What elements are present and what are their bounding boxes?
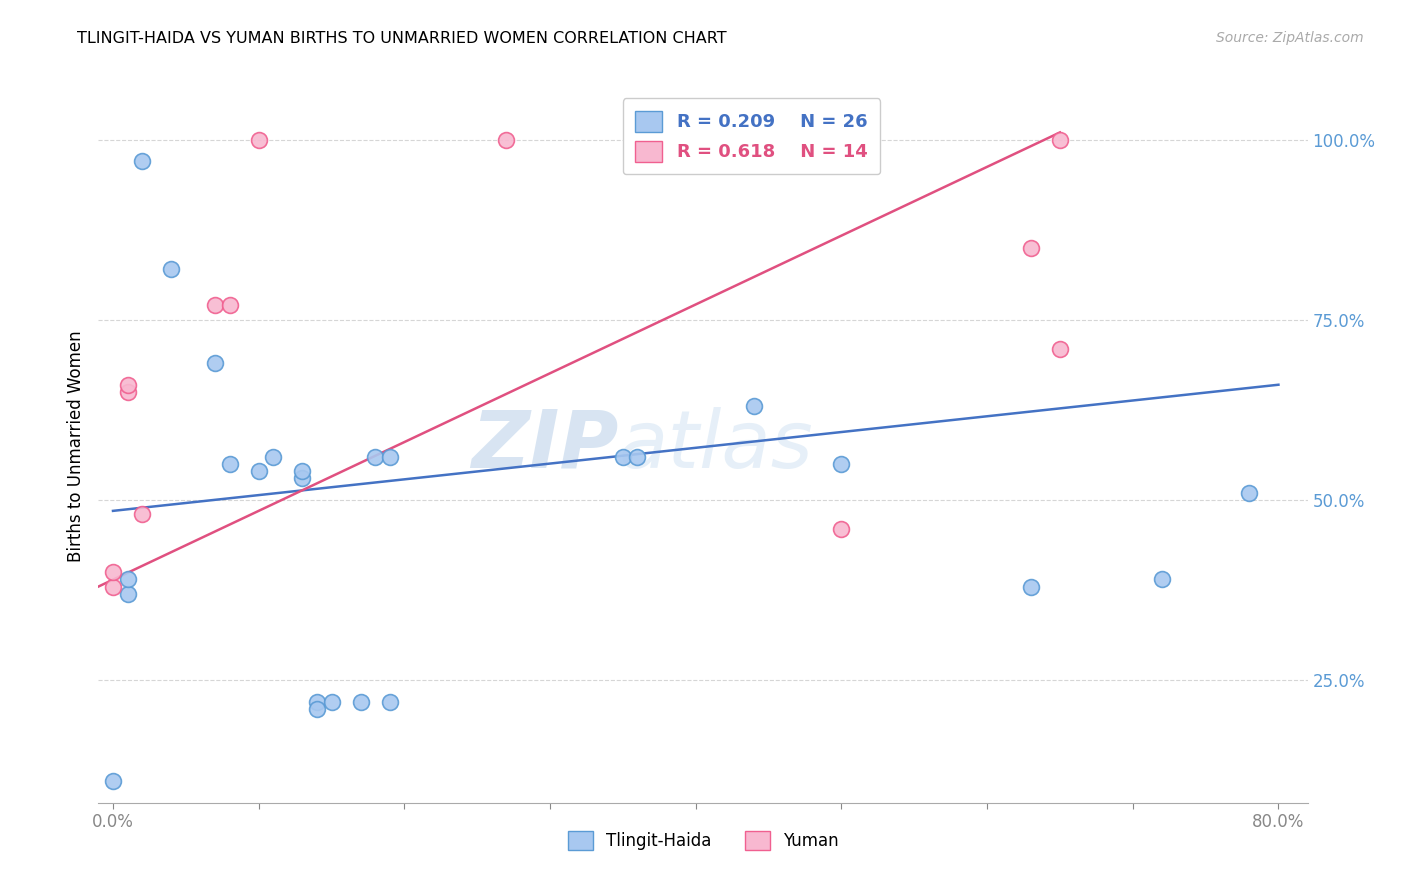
Point: [350, 695, 373, 709]
Point: [247, 464, 270, 478]
Point: [305, 702, 328, 716]
Point: [262, 450, 284, 464]
Text: TLINGIT-HAIDA VS YUMAN BIRTHS TO UNMARRIED WOMEN CORRELATION CHART: TLINGIT-HAIDA VS YUMAN BIRTHS TO UNMARRI…: [77, 31, 727, 46]
Point: [742, 400, 765, 414]
Point: [291, 464, 314, 478]
Point: [101, 774, 124, 789]
Point: [218, 457, 240, 471]
Point: [378, 695, 401, 709]
Point: [364, 450, 387, 464]
Point: [1239, 486, 1261, 500]
Point: [291, 471, 314, 485]
Legend: Tlingit-Haida, Yuman: Tlingit-Haida, Yuman: [560, 822, 846, 859]
Point: [612, 450, 634, 464]
Point: [160, 262, 183, 277]
Point: [1019, 241, 1042, 255]
Point: [101, 565, 124, 579]
Point: [626, 450, 648, 464]
Point: [131, 154, 153, 169]
Point: [830, 522, 852, 536]
Point: [830, 457, 852, 471]
Point: [204, 298, 226, 312]
Point: [495, 133, 517, 147]
Text: ZIP: ZIP: [471, 407, 619, 485]
Point: [101, 580, 124, 594]
Point: [1049, 342, 1071, 356]
Point: [218, 298, 240, 312]
Text: Source: ZipAtlas.com: Source: ZipAtlas.com: [1216, 31, 1364, 45]
Point: [117, 572, 139, 586]
Y-axis label: Births to Unmarried Women: Births to Unmarried Women: [66, 330, 84, 562]
Point: [204, 356, 226, 370]
Point: [117, 587, 139, 601]
Point: [131, 508, 153, 522]
Point: [247, 133, 270, 147]
Point: [305, 695, 328, 709]
Point: [1019, 580, 1042, 594]
Point: [321, 695, 343, 709]
Point: [830, 133, 852, 147]
Point: [117, 384, 139, 399]
Point: [117, 377, 139, 392]
Point: [378, 450, 401, 464]
Point: [1150, 572, 1173, 586]
Text: atlas: atlas: [619, 407, 813, 485]
Point: [830, 133, 852, 147]
Point: [1049, 133, 1071, 147]
